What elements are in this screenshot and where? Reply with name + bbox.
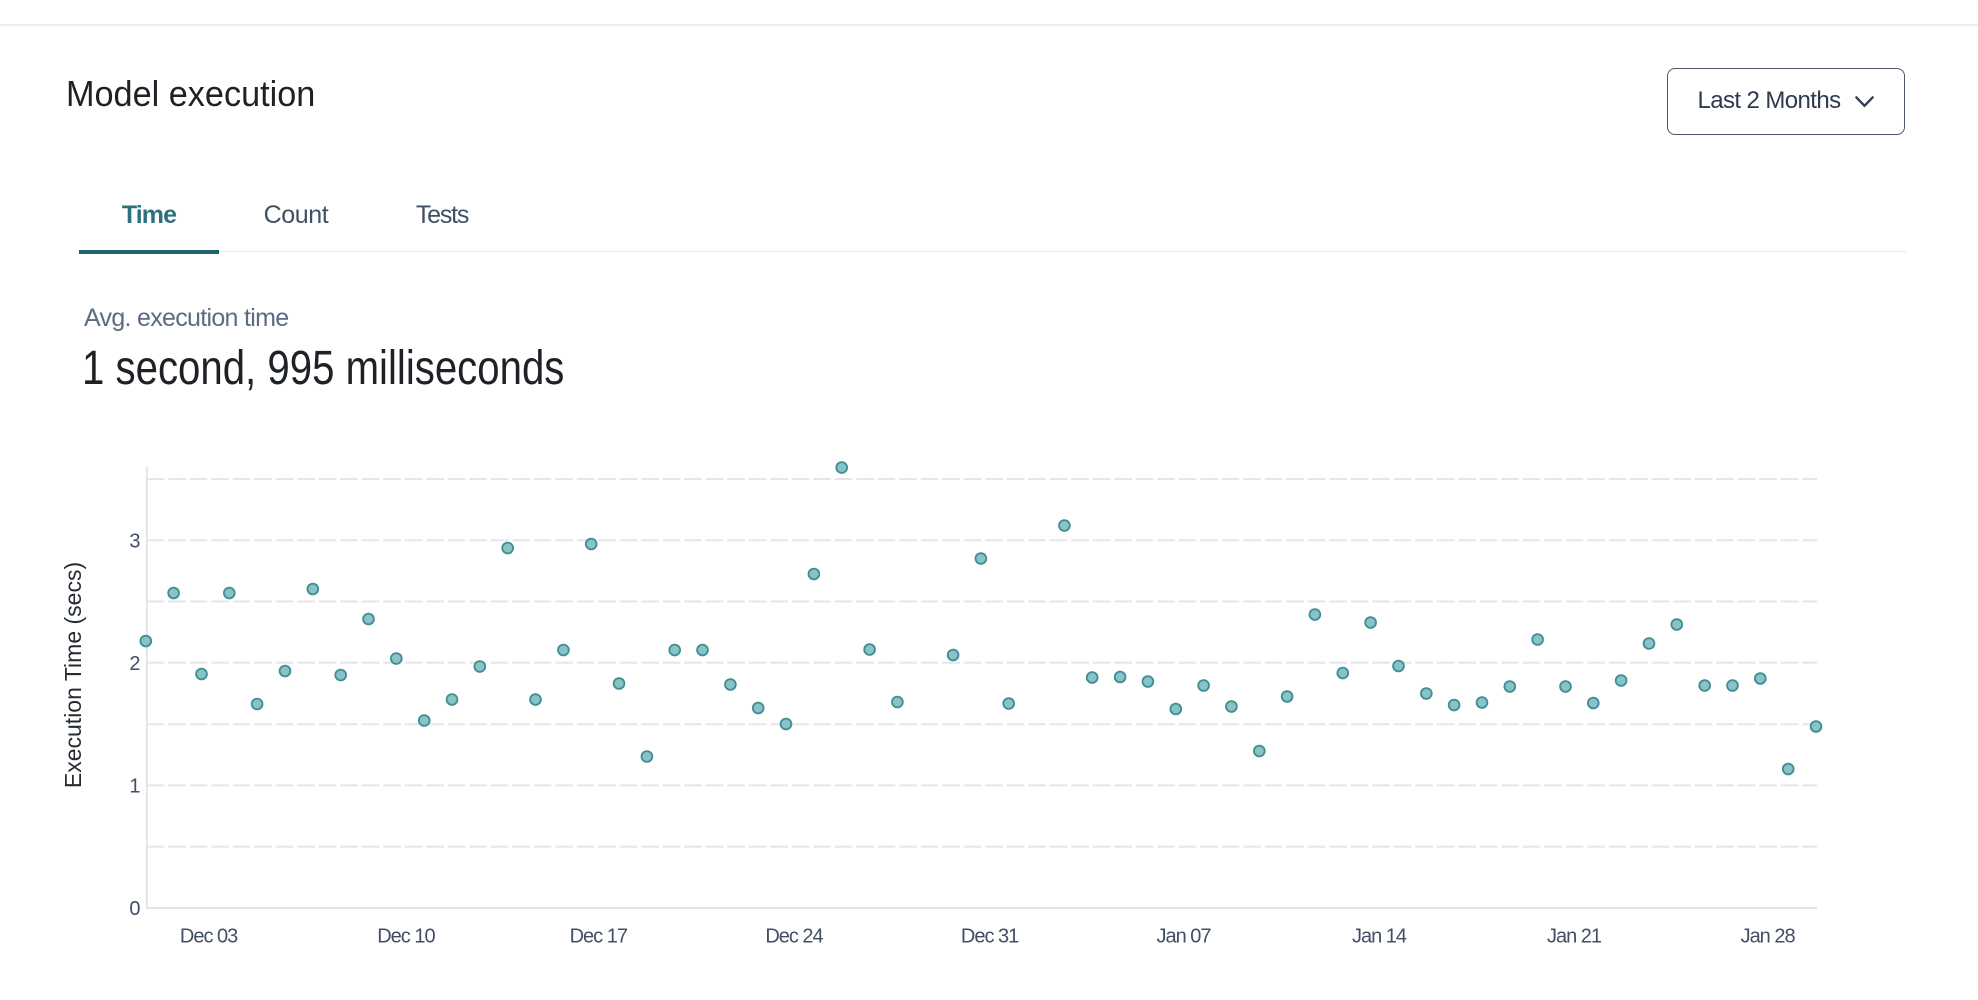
svg-text:Jan 21: Jan 21: [1547, 925, 1602, 947]
svg-text:3: 3: [129, 531, 140, 553]
svg-text:Dec 10: Dec 10: [377, 925, 435, 947]
svg-text:Execution Time (secs): Execution Time (secs): [60, 562, 86, 788]
svg-text:Jan 28: Jan 28: [1741, 925, 1796, 947]
svg-text:Jan 14: Jan 14: [1352, 925, 1407, 947]
svg-text:Dec 31: Dec 31: [961, 925, 1019, 947]
svg-text:Dec 03: Dec 03: [180, 925, 238, 947]
svg-text:Jan 07: Jan 07: [1156, 925, 1211, 947]
svg-text:2: 2: [129, 653, 140, 675]
svg-text:Dec 17: Dec 17: [570, 925, 628, 947]
svg-text:Dec 24: Dec 24: [765, 925, 823, 947]
svg-text:0: 0: [129, 898, 140, 920]
svg-text:1: 1: [129, 776, 140, 798]
